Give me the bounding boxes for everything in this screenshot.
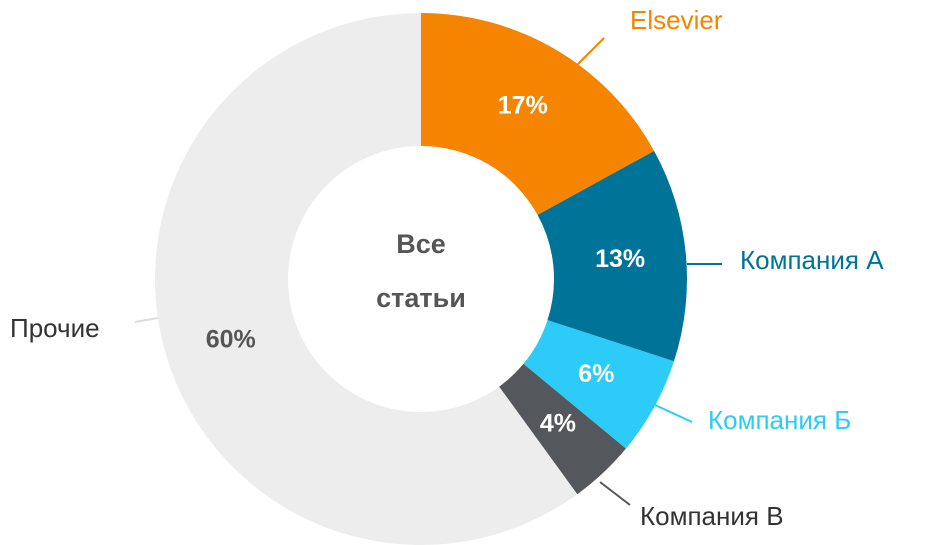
leader-line (134, 317, 159, 323)
leader-line (559, 37, 605, 83)
category-label: Компания В (640, 501, 784, 531)
slice (155, 13, 578, 545)
value-label: 13% (595, 245, 645, 273)
category-label: Прочие (10, 313, 100, 343)
slice (537, 150, 687, 362)
category-label: Elsevier (630, 5, 723, 35)
category-label: Компания А (740, 245, 884, 275)
value-label: 17% (498, 91, 548, 119)
leader-line (599, 481, 631, 506)
leader-line (654, 404, 693, 423)
center-label: статьи (376, 283, 466, 313)
value-label: 4% (540, 409, 576, 437)
value-label: 60% (206, 325, 256, 353)
slice (421, 13, 655, 215)
center-label: Все (396, 229, 446, 259)
slice (523, 320, 674, 449)
value-label: 6% (578, 360, 614, 388)
category-label: Компания Б (708, 405, 851, 435)
slice (499, 363, 626, 495)
